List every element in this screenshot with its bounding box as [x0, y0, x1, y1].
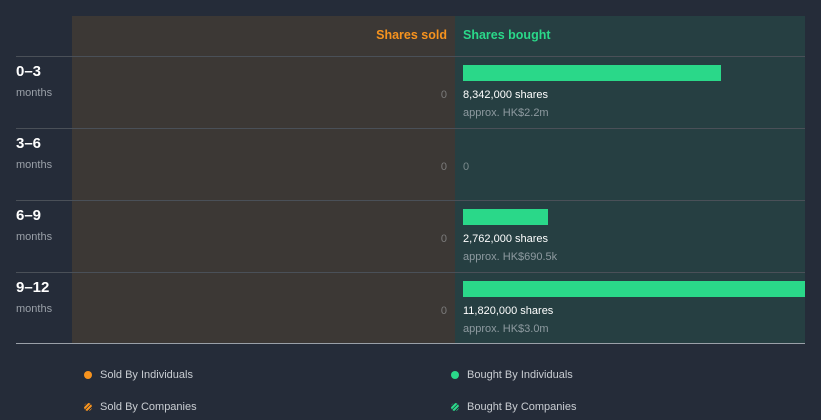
row-divider — [16, 128, 805, 129]
period-row-3-6: 3–6 months 0 0 — [0, 129, 821, 201]
legend-sold-companies[interactable]: Sold By Companies — [84, 401, 197, 413]
orange-hatched-icon — [84, 403, 92, 411]
legend-bought-individuals[interactable]: Bought By Individuals — [451, 369, 573, 381]
bought-shares: 11,820,000 shares — [463, 305, 554, 317]
legend-label: Bought By Individuals — [467, 369, 573, 381]
row-divider — [16, 272, 805, 273]
sold-panel — [72, 16, 455, 343]
sold-value: 0 — [440, 305, 447, 317]
green-dot-icon — [451, 371, 459, 379]
row-divider — [16, 200, 805, 201]
legend-label: Sold By Individuals — [100, 369, 193, 381]
shares-sold-header: Shares sold — [376, 28, 447, 42]
period-label: 3–6 — [16, 135, 42, 152]
bought-approx-value: approx. HK$2.2m — [463, 107, 549, 119]
period-label: 0–3 — [16, 63, 42, 80]
shares-bought-header: Shares bought — [463, 28, 551, 42]
period-unit: months — [16, 231, 53, 243]
period-unit: months — [16, 303, 53, 315]
bought-shares: 2,762,000 shares — [463, 233, 549, 245]
bought-approx-value: approx. HK$3.0m — [463, 323, 549, 335]
period-row-6-9: 6–9 months 0 2,762,000 shares approx. HK… — [0, 201, 821, 273]
sold-value: 0 — [440, 233, 447, 245]
bought-value: 0 — [463, 161, 470, 173]
orange-dot-icon — [84, 371, 92, 379]
period-row-0-3: 0–3 months 0 8,342,000 shares approx. HK… — [0, 57, 821, 129]
sold-value: 0 — [440, 161, 447, 173]
bought-bar — [463, 209, 548, 225]
bought-bar — [463, 65, 721, 81]
period-unit: months — [16, 87, 53, 99]
legend-label: Sold By Companies — [100, 401, 197, 413]
period-label: 9–12 — [16, 279, 50, 296]
row-divider — [16, 56, 805, 57]
bought-approx-value: approx. HK$690.5k — [463, 251, 558, 263]
period-unit: months — [16, 159, 53, 171]
bought-shares: 8,342,000 shares — [463, 89, 549, 101]
sold-value: 0 — [440, 89, 447, 101]
legend-label: Bought By Companies — [467, 401, 577, 413]
period-row-9-12: 9–12 months 0 11,820,000 shares approx. … — [0, 273, 821, 345]
period-label: 6–9 — [16, 207, 42, 224]
bought-bar — [463, 281, 805, 297]
legend-sold-individuals[interactable]: Sold By Individuals — [84, 369, 193, 381]
legend-bought-companies[interactable]: Bought By Companies — [451, 401, 576, 413]
green-hatched-icon — [451, 403, 459, 411]
chart-baseline — [16, 343, 805, 344]
